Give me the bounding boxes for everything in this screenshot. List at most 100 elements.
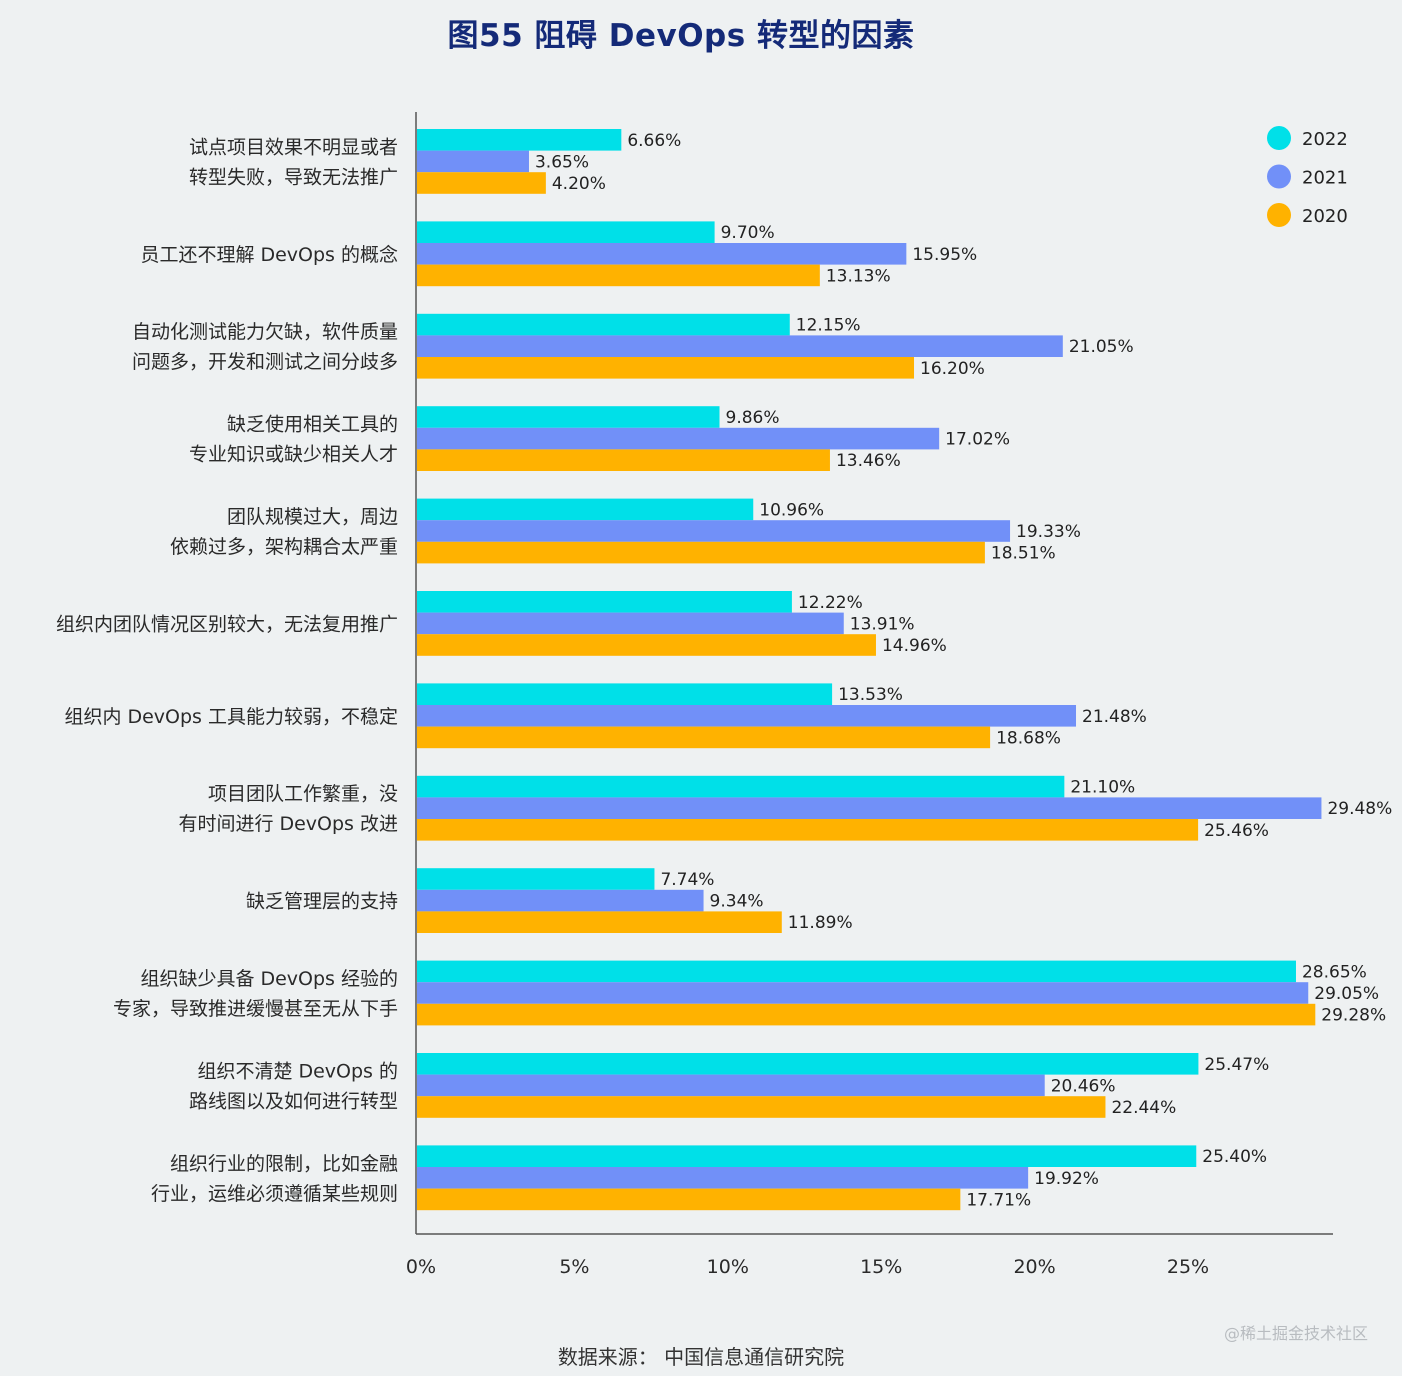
value-label: 21.10% xyxy=(1070,778,1135,798)
bar-2020 xyxy=(417,449,830,471)
value-label: 3.65% xyxy=(535,152,589,172)
bars xyxy=(417,129,1322,1211)
value-label: 4.20% xyxy=(552,174,606,194)
bar-2020 xyxy=(417,541,985,564)
bar-2022 xyxy=(417,313,790,336)
category-label: 依赖过多，架构耦合太严重 xyxy=(170,536,398,558)
category-label: 组织行业的限制，比如金融 xyxy=(170,1153,398,1175)
value-label: 13.13% xyxy=(826,266,891,286)
category-label: 缺乏使用相关工具的 xyxy=(227,414,398,436)
bar-2022 xyxy=(417,1145,1197,1167)
x-tick-label: 15% xyxy=(860,1256,902,1278)
value-label: 13.53% xyxy=(838,685,903,705)
value-label: 13.91% xyxy=(850,614,915,634)
bar-2020 xyxy=(417,1188,961,1211)
value-label: 13.46% xyxy=(836,451,901,471)
legend-marker-2020 xyxy=(1267,203,1291,227)
legend-label: 2022 xyxy=(1302,129,1348,150)
value-label: 29.05% xyxy=(1314,984,1379,1004)
x-tick-label: 5% xyxy=(559,1256,589,1278)
value-label: 18.51% xyxy=(991,544,1056,564)
value-label: 11.89% xyxy=(788,913,853,933)
category-label: 组织缺少具备 DevOps 经验的 xyxy=(140,968,398,990)
category-label: 自动化测试能力欠缺，软件质量 xyxy=(132,321,398,343)
value-label: 9.70% xyxy=(721,223,775,243)
value-label: 21.48% xyxy=(1082,707,1147,727)
value-label: 9.34% xyxy=(710,892,764,912)
category-label: 组织内团队情况区别较大，无法复用推广 xyxy=(56,613,398,635)
value-label: 20.46% xyxy=(1051,1076,1116,1096)
bar-2020 xyxy=(417,634,876,656)
bar-2022 xyxy=(417,960,1296,983)
value-label: 17.02% xyxy=(945,430,1010,450)
bar-2022 xyxy=(417,498,754,521)
bar-2021 xyxy=(417,705,1077,727)
bar-2022 xyxy=(417,406,720,428)
bar-2022 xyxy=(417,775,1065,798)
value-label: 25.46% xyxy=(1204,821,1269,841)
value-label: 21.05% xyxy=(1069,337,1134,357)
category-label: 转型失败，导致无法推广 xyxy=(189,166,398,188)
category-label: 专家，导致推进缓慢甚至无从下手 xyxy=(113,998,398,1020)
value-label: 25.47% xyxy=(1204,1055,1269,1075)
value-label: 28.65% xyxy=(1302,962,1367,982)
bar-2020 xyxy=(417,357,915,379)
watermark: @稀土掘金技术社区 xyxy=(1223,1324,1368,1343)
bar-2020 xyxy=(417,264,820,287)
x-tick-label: 0% xyxy=(406,1256,436,1278)
bar-2020 xyxy=(417,1003,1316,1026)
bar-2022 xyxy=(417,129,622,151)
bar-2020 xyxy=(417,726,991,749)
bar-2021 xyxy=(417,520,1011,542)
bar-2021 xyxy=(417,889,704,912)
bar-2021 xyxy=(417,982,1309,1004)
value-label: 12.15% xyxy=(796,316,861,336)
chart-title: 图55 阻碍 DevOps 转型的因素 xyxy=(447,18,915,54)
source-note: 数据来源： 中国信息通信研究院 xyxy=(557,1345,845,1369)
category-label: 缺乏管理层的支持 xyxy=(246,891,398,913)
category-label: 行业，运维必须遵循某些规则 xyxy=(151,1183,398,1205)
category-label: 试点项目效果不明显或者 xyxy=(189,136,398,158)
bar-2021 xyxy=(417,1167,1029,1189)
legend-label: 2021 xyxy=(1302,168,1348,189)
value-label: 16.20% xyxy=(920,359,985,379)
value-labels: 6.66% 3.65%4.20% 9.70% 15.95% 13.13% 12.15% 21… xyxy=(535,131,1392,1211)
bar-2021 xyxy=(417,150,529,173)
category-label: 项目团队工作繁重，没 xyxy=(208,783,398,805)
bar-2022 xyxy=(417,1053,1199,1075)
bar-2022 xyxy=(417,221,715,243)
value-label: 19.92% xyxy=(1034,1169,1099,1189)
category-label: 组织内 DevOps 工具能力较弱，不稳定 xyxy=(64,706,398,728)
category-label: 组织不清楚 DevOps 的 xyxy=(197,1060,398,1082)
axes: 0% 5% 10% 15% 20% 25% xyxy=(406,112,1333,1278)
bar-2020 xyxy=(417,819,1199,841)
bar-2021 xyxy=(417,243,907,265)
bar-2020 xyxy=(417,1096,1106,1118)
bar-2020 xyxy=(417,172,546,194)
x-tick-label: 25% xyxy=(1167,1256,1209,1278)
bar-2021 xyxy=(417,335,1063,357)
value-label: 6.66% xyxy=(627,131,681,151)
bar-2022 xyxy=(417,591,792,613)
value-label: 18.68% xyxy=(996,728,1061,748)
bar-2021 xyxy=(417,612,844,635)
value-label: 19.33% xyxy=(1016,522,1081,542)
category-label: 有时间进行 DevOps 改进 xyxy=(178,813,398,835)
value-label: 9.86% xyxy=(726,408,780,428)
category-label: 路线图以及如何进行转型 xyxy=(189,1090,398,1112)
legend-label: 2020 xyxy=(1302,206,1348,227)
category-label: 专业知识或缺少相关人才 xyxy=(189,444,398,466)
legend: 2022 2021 2020 xyxy=(1267,126,1348,227)
value-label: 25.40% xyxy=(1202,1147,1267,1167)
value-label: 15.95% xyxy=(912,245,977,265)
x-tick-label: 10% xyxy=(707,1256,749,1278)
bar-2021 xyxy=(417,427,940,450)
value-label: 7.74% xyxy=(660,870,714,890)
bar-2021 xyxy=(417,797,1322,819)
value-label: 10.96% xyxy=(759,500,824,520)
legend-marker-2021 xyxy=(1267,164,1291,189)
bar-2020 xyxy=(417,911,782,933)
category-label: 员工还不理解 DevOps 的概念 xyxy=(140,243,398,266)
